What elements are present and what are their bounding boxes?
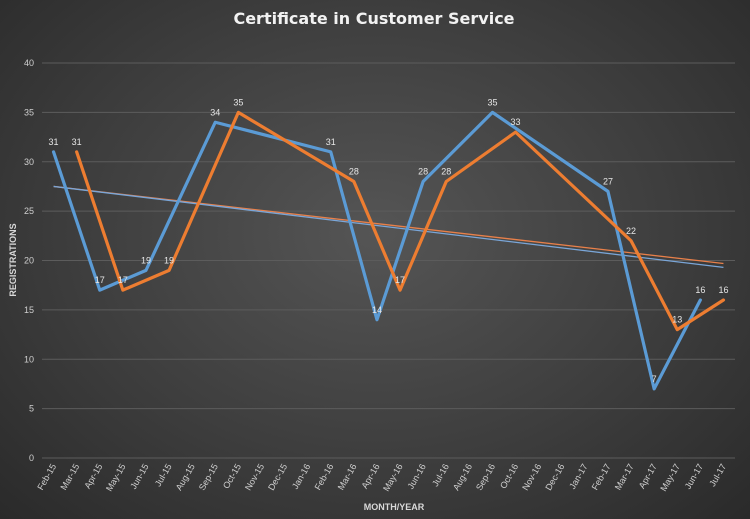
trendlines: [53, 185, 724, 269]
x-tick-label: Oct-16: [498, 462, 520, 490]
x-tick-label: Nov-16: [520, 462, 543, 492]
series-1-data-label: 16: [695, 285, 705, 295]
x-tick-label: Jun-17: [683, 462, 705, 491]
series-2-line: [75, 110, 726, 332]
x-tick-label: Feb-17: [590, 462, 613, 492]
y-tick-label: 15: [24, 305, 34, 315]
x-tick-label: Sep-15: [197, 462, 220, 492]
series-2-data-label: 28: [441, 167, 451, 177]
trendline-2: [53, 185, 724, 269]
series-1-line: [51, 110, 702, 391]
x-tick-label: Jun-16: [405, 462, 427, 491]
y-tick-label: 5: [29, 404, 34, 414]
series-2-data-label: 17: [118, 275, 128, 285]
x-tick-label: Apr-16: [360, 462, 382, 490]
x-tick-label: Dec-16: [543, 462, 566, 492]
x-tick-label: Jun-15: [128, 462, 150, 491]
x-tick-label: Feb-15: [35, 462, 58, 492]
x-tick-label: Jan-16: [290, 462, 312, 491]
x-tick-label: Jul-17: [707, 462, 728, 488]
x-tick-label: Jan-17: [567, 462, 589, 491]
y-tick-label: 30: [24, 157, 34, 167]
series-1-data-label: 28: [418, 167, 428, 177]
series-1-data-label: 34: [210, 107, 220, 117]
y-axis-ticks: 0 5 10 15 20 25 30 35 40: [24, 58, 34, 463]
series-2-data-label: 35: [233, 97, 243, 107]
series-2-data-label: 22: [626, 226, 636, 236]
x-tick-label: Jul-16: [430, 462, 451, 488]
x-tick-label: Aug-16: [451, 462, 474, 492]
series-2-data-label: 19: [164, 255, 174, 265]
x-tick-label: May-16: [381, 462, 405, 493]
x-tick-label: Mar-16: [336, 462, 359, 492]
series-1-data-label: 31: [49, 137, 59, 147]
y-tick-label: 35: [24, 107, 34, 117]
trendline-1: [53, 185, 724, 265]
x-axis-title: MONTH/YEAR: [364, 502, 425, 512]
series-2-data-label: 31: [72, 137, 82, 147]
x-axis-ticks: Feb-15 Mar-15 Apr-15 May-15 Jun-15 Jul-15 Aug-…: [35, 462, 728, 493]
x-tick-label: Mar-17: [613, 462, 636, 492]
series-2-data-label: 16: [718, 285, 728, 295]
series-2-data-label: 28: [349, 167, 359, 177]
data-labels: 31 17 19 34 31 14 28 35 27 7 16 31 17 19 35 28 17 28 33 22 1…: [49, 97, 729, 384]
series-1-data-label: 7: [652, 374, 657, 384]
series-1-data-label: 19: [141, 255, 151, 265]
x-tick-label: Nov-15: [243, 462, 266, 492]
x-tick-label: Mar-15: [58, 462, 81, 492]
series-2-data-label: 17: [395, 275, 405, 285]
series-1-data-label: 27: [603, 176, 613, 186]
x-tick-label: Apr-15: [82, 462, 104, 490]
series-2-data-label: 13: [672, 315, 682, 325]
x-tick-label: Oct-15: [221, 462, 243, 490]
x-tick-label: Feb-16: [313, 462, 336, 492]
x-tick-label: Dec-15: [266, 462, 289, 492]
series-1-data-label: 31: [326, 137, 336, 147]
y-tick-label: 10: [24, 354, 34, 364]
x-tick-label: May-17: [658, 462, 682, 493]
x-tick-label: Aug-15: [174, 462, 197, 492]
y-tick-label: 20: [24, 256, 34, 266]
y-tick-label: 0: [29, 453, 34, 463]
chart-title: Certificate in Customer Service: [233, 9, 514, 28]
series-lines: [51, 110, 726, 391]
series-1-data-label: 14: [372, 305, 382, 315]
x-tick-label: Sep-16: [474, 462, 497, 492]
x-tick-label: May-15: [104, 462, 128, 493]
x-tick-label: Jul-15: [153, 462, 174, 488]
y-axis-title: REGISTRATIONS: [8, 223, 18, 296]
series-1-data-label: 17: [95, 275, 105, 285]
y-tick-label: 40: [24, 58, 34, 68]
series-2-data-label: 33: [511, 117, 521, 127]
x-tick-label: Apr-17: [637, 462, 659, 490]
y-tick-label: 25: [24, 206, 34, 216]
series-1-data-label: 35: [487, 97, 497, 107]
